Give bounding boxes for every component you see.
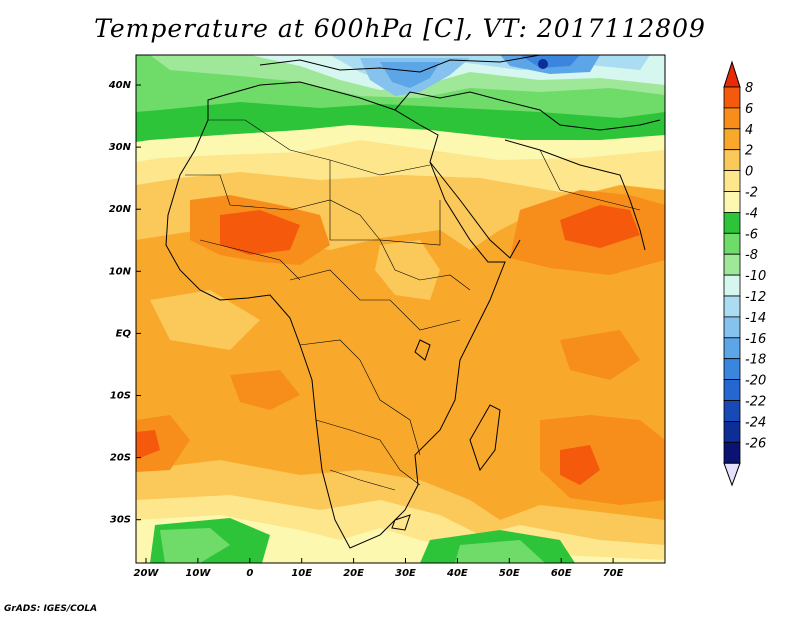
lon-tick-label: 10W <box>185 568 211 579</box>
lon-tick-label: 20W <box>134 568 160 579</box>
map-frame <box>135 54 666 564</box>
colorbar-swatch <box>723 191 741 213</box>
lat-tick-label: 40N <box>108 80 132 91</box>
colorbar-label: -22 <box>745 395 766 410</box>
lat-tick-label: 10S <box>110 391 131 402</box>
colorbar: 8 6 4 2 0 -2 -4 -6 -8 -10 -12 -14 -16 -18 -20 -22 -24 -26 <box>723 60 766 487</box>
lat-tick-label: 20N <box>109 204 132 215</box>
colorbar-swatch <box>723 316 741 339</box>
colorbar-label: -4 <box>745 206 758 221</box>
colorbar-swatch <box>723 274 741 297</box>
colorbar-top-arrow <box>723 60 741 88</box>
colorbar-label: -16 <box>745 332 766 347</box>
colorbar-swatch <box>723 337 741 360</box>
colorbar-swatch <box>723 420 741 443</box>
colorbar-label: -2 <box>745 186 758 201</box>
colorbar-swatch <box>723 86 741 109</box>
colorbar-label: -20 <box>745 374 766 389</box>
colorbar-swatch <box>723 170 741 192</box>
colorbar-label: -12 <box>745 290 766 305</box>
latitude-axis: 40N 30N 20N 10N EQ 10S 20S 30S <box>108 80 141 526</box>
colorbar-label: 4 <box>745 123 753 138</box>
colorbar-swatch <box>723 232 741 255</box>
colorbar-label: -8 <box>745 248 758 263</box>
longitude-axis: 20W 10W 0 10E 20E 30E 40E 50E 60E 70E <box>134 558 624 579</box>
colorbar-swatch <box>723 379 741 401</box>
colorbar-swatch <box>723 128 741 151</box>
temperature-field <box>136 55 665 563</box>
colorbar-label: 2 <box>745 144 753 159</box>
country-borders <box>185 119 641 491</box>
colorbar-swatch <box>723 253 741 276</box>
lon-tick-label: 60E <box>551 568 572 579</box>
colorbar-label: 0 <box>745 165 753 180</box>
lon-tick-label: 40E <box>446 568 468 579</box>
colorbar-bottom-arrow <box>723 462 741 487</box>
colorbar-label: -6 <box>745 227 758 242</box>
lon-tick-label: 30E <box>395 568 416 579</box>
colorbar-swatch <box>723 107 741 130</box>
lon-tick-label: 10E <box>291 568 312 579</box>
lat-tick-label: 20S <box>110 453 131 464</box>
lat-tick-label: 10N <box>109 266 132 277</box>
colorbar-swatch <box>723 400 741 422</box>
colorbar-label: 8 <box>745 81 753 96</box>
colorbar-swatch <box>723 441 741 464</box>
colorbar-swatch <box>723 295 741 318</box>
lat-tick-label: 30S <box>110 515 131 526</box>
colorbar-label: -10 <box>745 269 766 284</box>
credit-text: GrADS: IGES/COLA <box>4 604 98 614</box>
colorbar-label: -26 <box>745 436 766 451</box>
lon-tick-label: 50E <box>499 568 520 579</box>
colorbar-label: -18 <box>745 353 766 368</box>
colorbar-swatch <box>723 211 741 234</box>
colorbar-label: -14 <box>745 311 766 326</box>
lon-tick-label: 20E <box>343 568 364 579</box>
colorbar-swatch <box>723 358 741 381</box>
lon-tick-label: 0 <box>246 568 253 579</box>
coastlines <box>165 55 661 549</box>
colorbar-label: -24 <box>745 415 766 430</box>
lat-tick-label: 30N <box>109 142 132 153</box>
colorbar-swatch <box>723 149 741 171</box>
lon-tick-label: 70E <box>603 568 624 579</box>
page-title: Temperature at 600hPa [C], VT: 201711280… <box>94 14 706 43</box>
lat-tick-label: EQ <box>116 328 132 339</box>
colorbar-label: 6 <box>745 102 753 117</box>
